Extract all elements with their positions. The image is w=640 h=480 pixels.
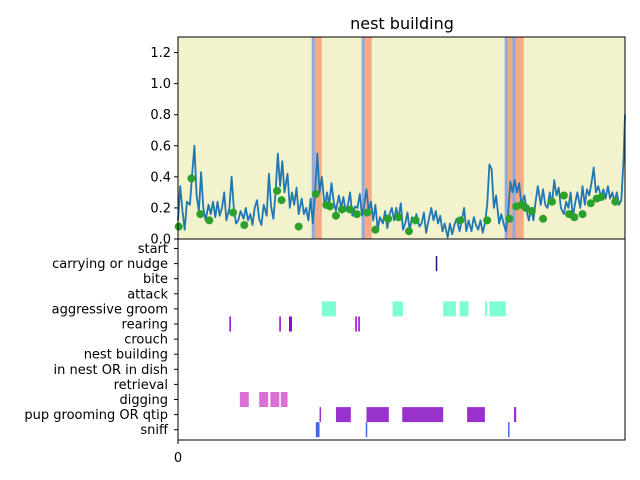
event-bar-sniff-2 [508, 422, 510, 438]
event-bar-sniff-1 [365, 422, 368, 438]
category-label-1: carrying or nudge [52, 257, 168, 272]
event-bar-digging-0 [239, 392, 249, 407]
event-bar-rearing-1 [279, 316, 281, 332]
category-label-6: crouch [124, 333, 168, 348]
event-bar-aggressive-groom-2 [443, 301, 456, 317]
peak-point-24 [505, 214, 514, 223]
peak-point-21 [411, 216, 420, 225]
x-tick-label-0: 0 [174, 451, 182, 466]
event-bar-aggressive-groom-1 [392, 301, 403, 317]
y-tick-label-4: 0.8 [150, 108, 171, 123]
bottom-axes-background [178, 239, 625, 440]
peak-point-12 [331, 211, 340, 220]
peak-point-23 [483, 216, 492, 225]
event-bar-digging-3 [280, 392, 288, 407]
event-bar-aggressive-groom-0 [321, 301, 336, 317]
category-label-0: start [138, 242, 168, 257]
event-bar-aggressive-groom-4 [484, 301, 488, 317]
peak-point-19 [394, 213, 403, 222]
chart-title: nest building [350, 14, 454, 33]
y-tick-label-1: 0.2 [150, 201, 171, 216]
category-label-2: bite [143, 272, 168, 287]
category-label-7: nest building [84, 348, 168, 363]
peak-point-3 [205, 216, 214, 225]
top-axes: 0.0 0.2 0.4 0.6 0.8 1.0 1.2 [150, 36, 626, 248]
peak-point-20 [404, 227, 413, 236]
peak-point-17 [371, 225, 380, 234]
peak-point-15 [352, 210, 361, 219]
event-bar-rearing-3 [355, 316, 357, 332]
peak-point-7 [277, 196, 286, 205]
event-bar-pup-grooming-or-qtip-3 [402, 407, 444, 423]
peak-point-9 [311, 189, 320, 198]
category-label-3: attack [127, 287, 168, 302]
y-tick-label-2: 0.4 [150, 170, 171, 185]
category-label-11: pup grooming OR qtip [24, 408, 168, 423]
peak-point-16 [363, 208, 372, 217]
event-bar-rearing-2 [289, 316, 292, 332]
event-bar-sniff-0 [315, 422, 320, 438]
category-label-8: in nest OR in dish [54, 363, 168, 378]
event-bar-digging-1 [259, 392, 269, 407]
peak-point-27 [521, 203, 530, 212]
peak-point-6 [273, 186, 282, 195]
category-label-5: rearing [122, 318, 168, 333]
event-bar-pup-grooming-or-qtip-5 [513, 407, 517, 423]
y-tick-label-5: 1.0 [150, 77, 171, 92]
peak-point-5 [240, 221, 249, 230]
event-bars [229, 256, 517, 438]
peak-point-13 [337, 205, 346, 214]
event-bar-aggressive-groom-3 [459, 301, 469, 317]
peak-point-33 [570, 213, 579, 222]
peak-point-14 [346, 205, 355, 214]
event-bar-pup-grooming-or-qtip-4 [467, 407, 485, 423]
highlight-span-0 [312, 37, 322, 239]
event-bar-rearing-4 [358, 316, 360, 332]
event-bar-aggressive-groom-5 [489, 301, 506, 317]
category-label-12: sniff [140, 423, 169, 438]
peak-point-30 [547, 197, 556, 206]
peak-point-11 [325, 202, 334, 211]
y-axis-ticks: 0.0 0.2 0.4 0.6 0.8 1.0 1.2 [150, 46, 178, 248]
x-axis-ticks: 0 [174, 440, 182, 466]
peak-point-8 [294, 222, 303, 231]
event-bar-digging-2 [270, 392, 280, 407]
peak-point-34 [578, 210, 587, 219]
category-label-10: digging [120, 393, 168, 408]
category-label-4: aggressive groom [52, 302, 168, 317]
peak-point-18 [384, 214, 393, 223]
peak-point-22 [456, 216, 465, 225]
peak-point-0 [174, 222, 183, 231]
peak-point-4 [229, 208, 238, 217]
peak-point-28 [527, 207, 536, 216]
peak-point-37 [597, 193, 606, 202]
peak-point-38 [611, 197, 620, 206]
event-bar-pup-grooming-or-qtip-2 [366, 407, 389, 423]
highlight-span-1 [363, 37, 372, 239]
y-tick-label-6: 1.2 [150, 46, 171, 61]
y-tick-label-3: 0.6 [150, 139, 171, 154]
peak-point-1 [187, 174, 196, 183]
peak-point-35 [586, 199, 595, 208]
peak-point-31 [559, 191, 568, 200]
event-bar-carrying-or-nudge-0 [435, 256, 438, 272]
event-bar-pup-grooming-or-qtip-0 [319, 407, 322, 423]
event-bar-pup-grooming-or-qtip-1 [335, 407, 351, 423]
category-label-9: retrieval [114, 378, 168, 393]
event-bar-rearing-0 [229, 316, 231, 332]
peak-point-29 [539, 214, 548, 223]
peak-points [174, 174, 620, 236]
peak-point-2 [196, 210, 205, 219]
y-tick-label-0: 0.0 [150, 233, 171, 248]
